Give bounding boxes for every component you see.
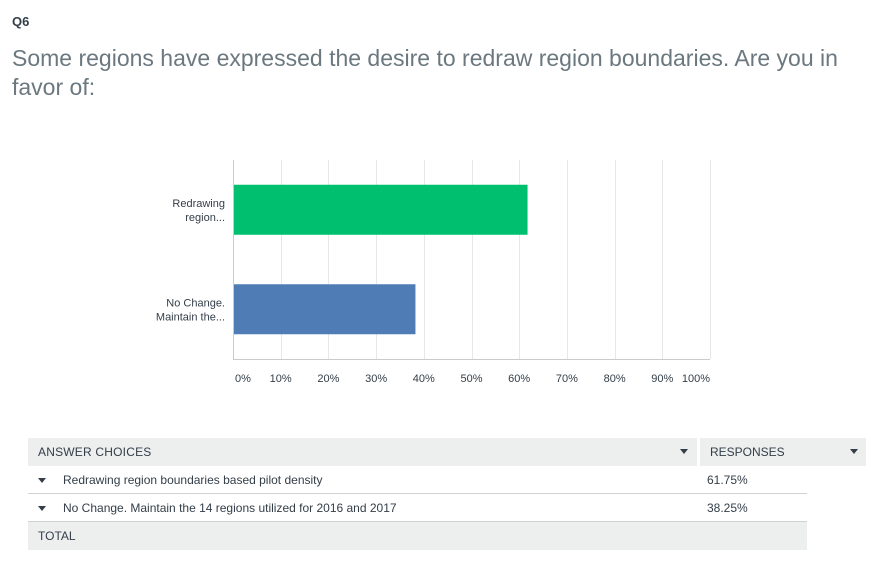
tick-label: 60% bbox=[508, 373, 530, 385]
responses-header-label: RESPONSES bbox=[710, 445, 785, 459]
answer-choices-header-label: ANSWER CHOICES bbox=[38, 445, 152, 459]
table-row: No Change. Maintain the 14 regions utili… bbox=[28, 494, 807, 522]
responses-header[interactable]: RESPONSES bbox=[697, 438, 866, 466]
tick-label: 70% bbox=[556, 373, 578, 385]
table-header-row: ANSWER CHOICES RESPONSES bbox=[28, 438, 866, 466]
table-row: Redrawing region boundaries based pilot … bbox=[28, 466, 807, 494]
tick-label: 50% bbox=[460, 373, 482, 385]
tick-label: 80% bbox=[604, 373, 626, 385]
answer-choices-header[interactable]: ANSWER CHOICES bbox=[28, 438, 694, 466]
bar bbox=[234, 284, 416, 335]
expand-arrow-icon[interactable] bbox=[38, 478, 46, 483]
tick-label: 100% bbox=[682, 373, 710, 385]
tick-label: 30% bbox=[365, 373, 387, 385]
tick-label: 0% bbox=[235, 373, 251, 385]
response-percent: 38.25% bbox=[707, 501, 748, 515]
response-percent: 61.75% bbox=[707, 473, 748, 487]
bar bbox=[234, 184, 528, 235]
sort-arrow-icon[interactable] bbox=[680, 449, 688, 454]
total-label: TOTAL bbox=[38, 529, 76, 543]
bar-chart: Redrawing region... No Change. Maintain the… bbox=[156, 160, 711, 385]
sort-arrow-icon[interactable] bbox=[850, 449, 858, 454]
tick-label: 20% bbox=[317, 373, 339, 385]
tick-label: 90% bbox=[651, 373, 673, 385]
answer-choice-label: Redrawing region boundaries based pilot … bbox=[63, 473, 323, 487]
answer-choice-label: No Change. Maintain the 14 regions utili… bbox=[63, 501, 397, 515]
expand-arrow-icon[interactable] bbox=[38, 506, 46, 511]
tick-label: 40% bbox=[413, 373, 435, 385]
question-title: Some regions have expressed the desire t… bbox=[12, 45, 838, 100]
category-label: Redrawing region... bbox=[172, 198, 225, 224]
tick-label: 10% bbox=[270, 373, 292, 385]
answer-table: ANSWER CHOICES RESPONSES Redrawing regio… bbox=[28, 438, 866, 550]
question-number: Q6 bbox=[12, 14, 30, 29]
category-label: No Change. Maintain the... bbox=[156, 297, 225, 323]
total-row: TOTAL bbox=[28, 522, 807, 550]
